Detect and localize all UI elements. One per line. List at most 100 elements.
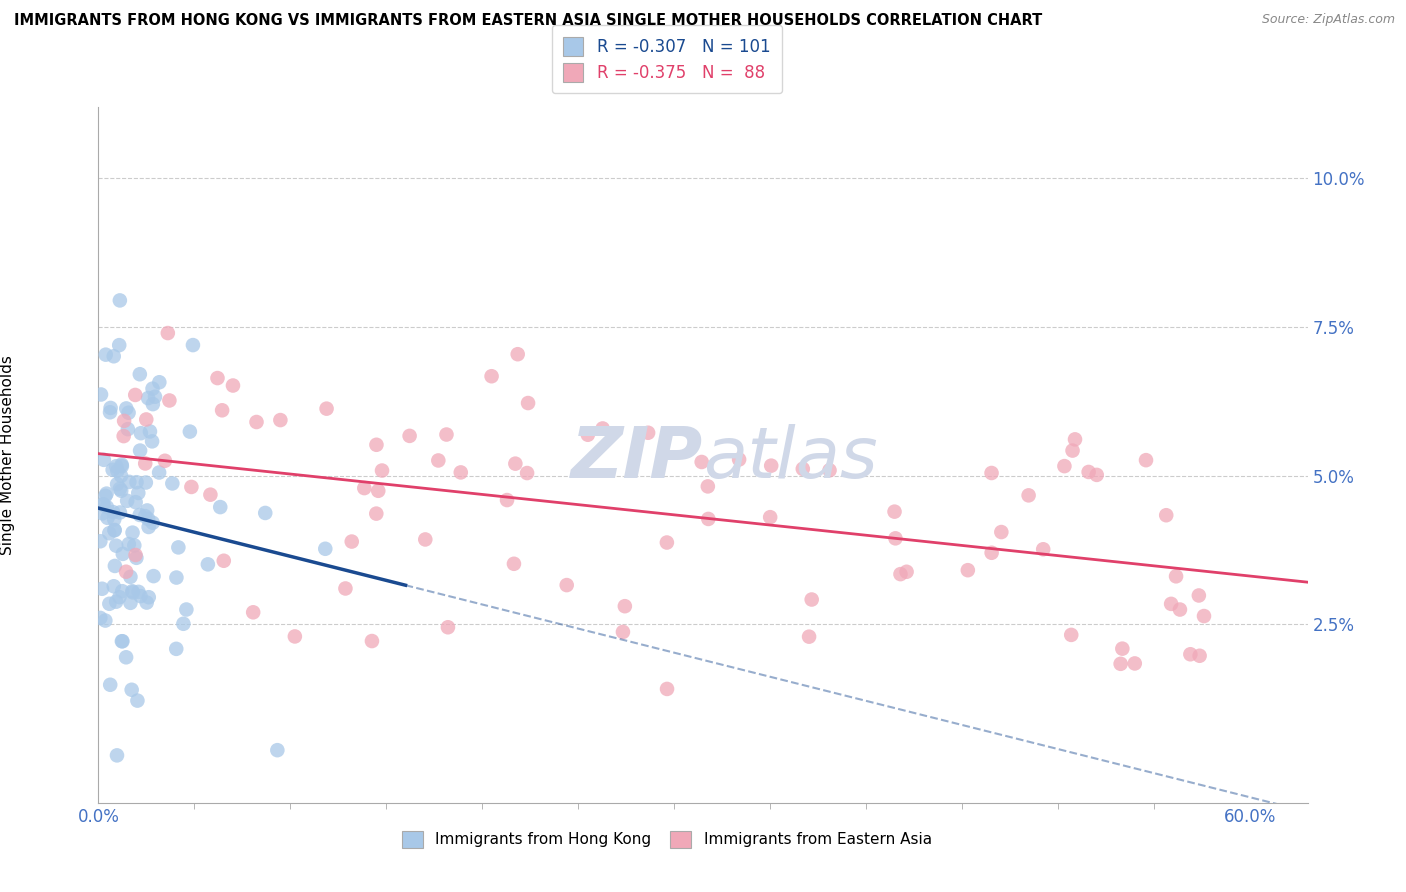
Point: [111, 547, 134, 561]
Point: [148, 466, 170, 480]
Point: [110, 483, 132, 498]
Point: [612, 624, 634, 639]
Point: [98, 405, 121, 419]
Point: [156, 326, 179, 340]
Point: [211, 403, 233, 417]
Point: [437, 620, 460, 634]
Point: [105, 464, 128, 478]
Point: [143, 390, 166, 404]
Point: [91, 582, 114, 596]
Point: [134, 509, 156, 524]
Point: [142, 397, 165, 411]
Point: [111, 458, 134, 472]
Point: [1053, 459, 1076, 474]
Point: [1160, 597, 1182, 611]
Point: [129, 589, 152, 603]
Point: [759, 510, 782, 524]
Point: [124, 548, 146, 562]
Point: [98, 597, 121, 611]
Point: [118, 475, 141, 489]
Point: [1018, 488, 1040, 502]
Point: [108, 482, 131, 496]
Point: [366, 507, 388, 521]
Point: [103, 523, 125, 537]
Point: [889, 567, 911, 582]
Point: [592, 421, 614, 435]
Point: [181, 338, 204, 352]
Point: [120, 570, 142, 584]
Point: [115, 650, 138, 665]
Point: [103, 579, 125, 593]
Point: [108, 338, 131, 352]
Point: [505, 457, 527, 471]
Point: [1077, 465, 1099, 479]
Point: [128, 508, 150, 522]
Point: [142, 516, 165, 530]
Point: [284, 629, 307, 643]
Point: [398, 429, 420, 443]
Point: [111, 459, 134, 474]
Point: [129, 443, 152, 458]
Text: Source: ZipAtlas.com: Source: ZipAtlas.com: [1261, 13, 1395, 27]
Point: [436, 427, 458, 442]
Point: [1168, 602, 1191, 616]
Point: [245, 415, 267, 429]
Point: [124, 388, 146, 402]
Point: [254, 506, 277, 520]
Point: [111, 584, 134, 599]
Point: [103, 349, 125, 363]
Point: [91, 507, 114, 521]
Point: [655, 535, 678, 549]
Point: [956, 563, 979, 577]
Point: [690, 455, 713, 469]
Point: [94, 614, 117, 628]
Point: [180, 480, 202, 494]
Point: [135, 412, 157, 426]
Point: [1032, 542, 1054, 557]
Point: [124, 495, 146, 509]
Point: [340, 534, 363, 549]
Point: [111, 634, 134, 648]
Point: [613, 599, 636, 614]
Point: [1064, 433, 1087, 447]
Point: [896, 565, 918, 579]
Point: [94, 348, 117, 362]
Point: [136, 512, 159, 526]
Point: [576, 427, 599, 442]
Point: [153, 454, 176, 468]
Point: [128, 585, 150, 599]
Point: [121, 525, 143, 540]
Point: [112, 414, 135, 428]
Point: [172, 616, 194, 631]
Point: [1109, 657, 1132, 671]
Point: [197, 558, 219, 572]
Point: [413, 533, 436, 547]
Point: [883, 505, 905, 519]
Point: [179, 425, 201, 439]
Point: [353, 481, 375, 495]
Point: [481, 369, 503, 384]
Point: [96, 486, 118, 500]
Point: [818, 463, 841, 477]
Point: [165, 570, 187, 584]
Point: [100, 401, 122, 415]
Point: [96, 511, 118, 525]
Point: [98, 526, 121, 541]
Point: [266, 743, 288, 757]
Point: [314, 541, 336, 556]
Point: [222, 378, 245, 392]
Point: [1164, 569, 1187, 583]
Point: [200, 488, 222, 502]
Legend: Immigrants from Hong Kong, Immigrants from Eastern Asia: Immigrants from Hong Kong, Immigrants fr…: [395, 824, 938, 855]
Point: [105, 595, 128, 609]
Point: [450, 466, 472, 480]
Point: [121, 584, 143, 599]
Point: [90, 387, 112, 401]
Point: [108, 590, 131, 604]
Point: [797, 630, 820, 644]
Point: [148, 376, 170, 390]
Point: [98, 678, 121, 692]
Point: [637, 425, 659, 440]
Point: [1135, 453, 1157, 467]
Point: [884, 532, 907, 546]
